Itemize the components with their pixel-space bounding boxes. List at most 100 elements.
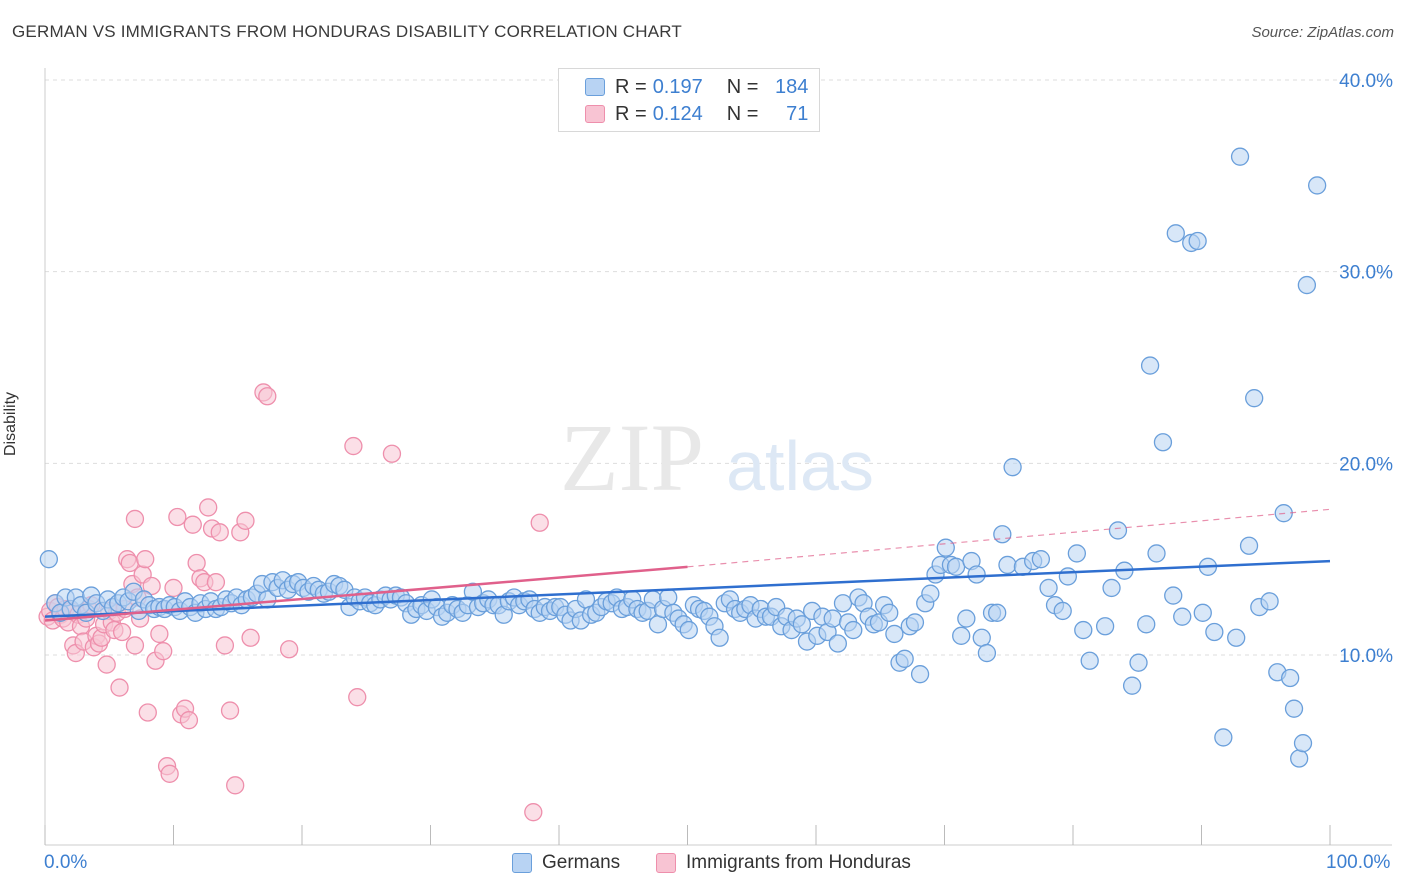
german-point: [952, 626, 971, 645]
german-point: [1053, 601, 1072, 621]
german-point: [1205, 622, 1224, 642]
y-tick-label: 40.0%: [1339, 71, 1393, 92]
german-point: [946, 557, 966, 576]
honduras-point: [125, 509, 145, 529]
german-point: [1281, 668, 1300, 688]
trend-line-germans: [44, 559, 1331, 618]
honduras-point: [183, 515, 202, 534]
legend-n-label: N =: [726, 102, 759, 125]
german-point: [880, 603, 899, 622]
german-point: [993, 525, 1012, 544]
german-point: [1102, 578, 1121, 598]
legend-item-honduras[interactable]: Immigrants from Honduras: [656, 852, 911, 874]
y-tick-label: 30.0%: [1339, 263, 1393, 284]
honduras-point: [258, 387, 277, 406]
german-point: [957, 609, 976, 628]
honduras-point: [199, 498, 218, 517]
honduras-point: [138, 703, 157, 722]
legend-label-germans: Germans: [542, 852, 621, 873]
legend-row-germans: R = 0.197 N = 184: [559, 74, 808, 100]
german-point: [648, 615, 668, 634]
german-point: [1293, 734, 1313, 753]
legend-swatch-germans: [512, 853, 532, 873]
german-point: [936, 538, 955, 557]
german-point: [998, 555, 1017, 575]
german-point: [1003, 458, 1022, 477]
honduras-point: [348, 688, 367, 707]
german-point: [833, 594, 853, 613]
honduras-point: [154, 642, 173, 661]
german-point: [823, 609, 842, 628]
axes: [44, 68, 1392, 846]
y-tick-label: 20.0%: [1339, 454, 1393, 475]
honduras-point: [215, 636, 235, 655]
honduras-point: [110, 678, 129, 697]
trend-lines: [44, 508, 1331, 622]
german-point: [972, 628, 991, 647]
german-point: [1153, 433, 1173, 452]
german-point: [977, 643, 997, 663]
german-point: [1058, 567, 1078, 586]
honduras-point: [382, 444, 402, 463]
german-point: [885, 624, 904, 644]
trend-line-honduras-extension: [687, 508, 1331, 568]
honduras-point: [136, 550, 155, 569]
honduras-point: [220, 701, 240, 720]
x-tick-label-max: 100.0%: [1326, 852, 1391, 873]
honduras-point: [125, 636, 145, 655]
honduras-point: [241, 628, 260, 647]
honduras-point: [179, 711, 199, 730]
legend-n-value: 71: [786, 102, 809, 125]
german-point: [1164, 586, 1183, 605]
legend-n-value: 184: [775, 75, 809, 98]
german-point: [1095, 617, 1115, 636]
honduras-point: [236, 511, 255, 530]
correlation-legend: R = 0.197 N = 184 R = 0.124 N = 71: [558, 68, 820, 132]
honduras-point: [279, 640, 299, 659]
legend-r-label: R =: [615, 102, 647, 125]
honduras-point: [160, 764, 179, 783]
legend-item-germans[interactable]: Germans: [512, 852, 620, 874]
german-point: [1227, 628, 1246, 647]
german-point: [1193, 603, 1212, 622]
german-point: [1230, 147, 1250, 166]
german-point: [967, 565, 986, 584]
german-point: [792, 615, 812, 634]
german-point: [1297, 275, 1317, 295]
german-point: [710, 628, 729, 647]
legend-swatch-blue: [585, 78, 605, 96]
german-point: [1080, 651, 1099, 670]
x-tick-label-min: 0.0%: [44, 852, 88, 873]
legend-label-honduras: Immigrants from Honduras: [686, 852, 911, 873]
german-point: [1245, 389, 1264, 408]
german-point: [905, 613, 925, 632]
honduras-point: [150, 624, 169, 644]
grid-lines: [45, 79, 1392, 656]
german-point: [1137, 615, 1156, 634]
honduras-point: [187, 553, 206, 573]
source-label: Source: ZipAtlas.com: [1251, 24, 1394, 41]
series-legend: Germans Immigrants from Honduras: [0, 852, 1406, 878]
honduras-point: [112, 622, 132, 642]
german-point: [1067, 544, 1087, 563]
german-point: [1214, 728, 1233, 747]
german-point: [844, 620, 863, 640]
german-point: [1239, 536, 1259, 555]
german-point: [679, 620, 698, 640]
y-tick-labels: 10.0% 20.0% 30.0% 40.0%: [1339, 71, 1393, 667]
legend-row-honduras: R = 0.124 N = 71: [559, 101, 808, 127]
honduras-point: [344, 436, 363, 456]
german-point: [1122, 676, 1142, 695]
chart-title: GERMAN VS IMMIGRANTS FROM HONDURAS DISAB…: [12, 22, 683, 41]
y-tick-label: 10.0%: [1339, 646, 1393, 667]
legend-swatch-pink: [585, 105, 605, 123]
german-point: [1039, 578, 1058, 598]
honduras-point: [206, 573, 226, 592]
honduras-point: [164, 578, 183, 598]
legend-r-label: R =: [615, 75, 647, 98]
german-point: [1308, 176, 1327, 195]
german-point: [1129, 653, 1148, 672]
legend-swatch-honduras: [656, 853, 676, 873]
german-point: [1173, 607, 1192, 626]
